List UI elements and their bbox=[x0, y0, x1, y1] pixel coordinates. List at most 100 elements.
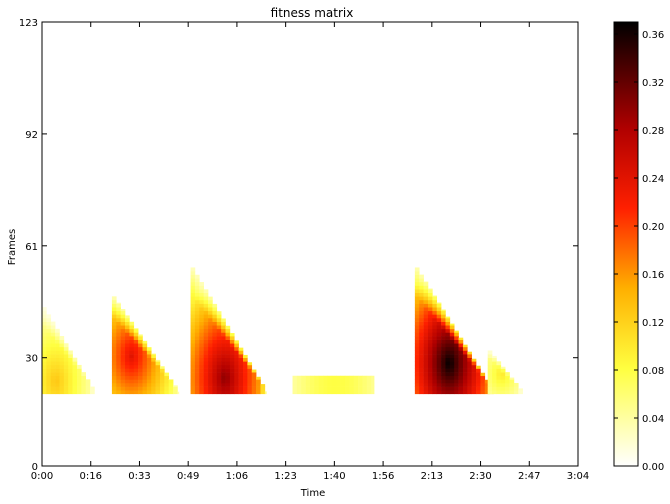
heat-cell bbox=[414, 292, 420, 297]
heat-cell bbox=[419, 386, 424, 391]
heat-cell bbox=[76, 379, 82, 384]
heat-cell bbox=[234, 357, 239, 362]
heat-cell bbox=[449, 332, 455, 337]
heat-cell bbox=[142, 361, 148, 366]
heat-cell bbox=[436, 390, 442, 395]
heat-region-4 bbox=[292, 375, 375, 395]
heat-cell bbox=[120, 328, 126, 333]
heat-cell bbox=[292, 375, 298, 380]
heat-cell bbox=[111, 350, 117, 355]
heat-cell bbox=[146, 368, 152, 373]
heat-cell bbox=[449, 368, 455, 373]
heat-cell bbox=[120, 386, 126, 391]
heat-cell bbox=[251, 369, 257, 373]
heat-cell bbox=[225, 390, 231, 395]
heat-cell bbox=[194, 346, 200, 351]
heat-cell bbox=[120, 375, 126, 380]
heat-cell bbox=[212, 318, 218, 322]
heat-cell bbox=[487, 386, 493, 391]
heat-cell bbox=[221, 350, 226, 355]
heat-cell bbox=[208, 357, 213, 362]
y-tick-label: 0 bbox=[32, 462, 38, 473]
heat-cell bbox=[229, 361, 235, 366]
heat-cell bbox=[133, 343, 139, 348]
plot-frame bbox=[41, 21, 579, 467]
heat-cell bbox=[427, 364, 433, 369]
heat-cell bbox=[194, 375, 200, 380]
heat-cell bbox=[441, 354, 446, 359]
heat-cell bbox=[216, 346, 222, 351]
heat-cell bbox=[120, 346, 126, 351]
heat-cell bbox=[42, 310, 47, 315]
x-tick-label: 3:04 bbox=[567, 471, 589, 482]
heat-cell bbox=[142, 390, 148, 395]
heat-cell bbox=[190, 292, 196, 297]
heat-cell bbox=[427, 292, 433, 297]
heat-cell bbox=[432, 318, 438, 322]
heat-cell bbox=[487, 354, 493, 359]
heat-cell bbox=[432, 321, 438, 326]
heat-cell bbox=[190, 382, 196, 387]
heat-cell bbox=[212, 372, 218, 377]
heat-cell bbox=[190, 318, 196, 322]
heat-cell bbox=[458, 357, 464, 362]
heat-cell bbox=[90, 390, 95, 395]
heat-cell bbox=[445, 316, 451, 319]
heat-cell bbox=[436, 386, 442, 391]
heat-cell bbox=[247, 364, 253, 369]
heat-cell bbox=[116, 386, 121, 391]
heat-cell bbox=[46, 379, 52, 384]
heat-cell bbox=[441, 379, 446, 384]
heat-cell bbox=[68, 350, 73, 355]
heat-cell bbox=[371, 390, 375, 395]
heat-cell bbox=[305, 375, 311, 380]
heat-cell bbox=[221, 321, 226, 326]
heat-cell bbox=[427, 382, 433, 387]
heat-cell bbox=[111, 386, 117, 391]
heat-cell bbox=[212, 379, 218, 384]
heat-cell bbox=[76, 368, 82, 373]
heat-cell bbox=[221, 336, 226, 340]
heat-cell bbox=[50, 321, 56, 326]
heat-cell bbox=[471, 372, 477, 377]
heat-cell bbox=[194, 303, 200, 308]
heat-cell bbox=[59, 350, 65, 355]
heat-cell bbox=[414, 382, 420, 387]
heat-cell bbox=[221, 328, 226, 333]
heat-cell bbox=[120, 318, 126, 322]
heat-cell bbox=[500, 382, 506, 387]
heat-cell bbox=[445, 382, 451, 387]
heat-cell bbox=[194, 285, 200, 290]
heat-cell bbox=[225, 346, 231, 351]
heat-cell bbox=[445, 354, 451, 359]
heat-cell bbox=[432, 343, 438, 348]
heat-cell bbox=[305, 382, 311, 387]
heat-cell bbox=[63, 386, 69, 391]
heat-cell bbox=[221, 379, 226, 384]
x-tick-label: 1:23 bbox=[274, 471, 296, 482]
heat-cell bbox=[194, 307, 200, 312]
heat-cell bbox=[496, 361, 502, 366]
heat-cell bbox=[116, 325, 121, 330]
heat-cell bbox=[55, 336, 60, 340]
heat-cell bbox=[208, 332, 213, 337]
heat-cell bbox=[419, 296, 424, 301]
heat-cell bbox=[234, 372, 239, 377]
heat-cell bbox=[129, 390, 135, 395]
heat-cell bbox=[59, 354, 65, 359]
heat-cell bbox=[462, 368, 468, 373]
heat-cell bbox=[85, 382, 91, 387]
heat-cell bbox=[229, 379, 235, 384]
heat-cell bbox=[72, 379, 78, 384]
heat-cell bbox=[116, 318, 121, 322]
heat-cell bbox=[414, 274, 420, 279]
heat-cell bbox=[496, 382, 502, 387]
heat-cell bbox=[155, 364, 161, 369]
heat-cell bbox=[238, 386, 244, 391]
heat-cell bbox=[301, 386, 306, 391]
colorbar-tick-label: 0.32 bbox=[642, 78, 664, 89]
heat-cell bbox=[454, 382, 459, 387]
heat-cell bbox=[454, 386, 459, 391]
heat-cell bbox=[146, 375, 152, 380]
heat-cell bbox=[63, 346, 69, 351]
